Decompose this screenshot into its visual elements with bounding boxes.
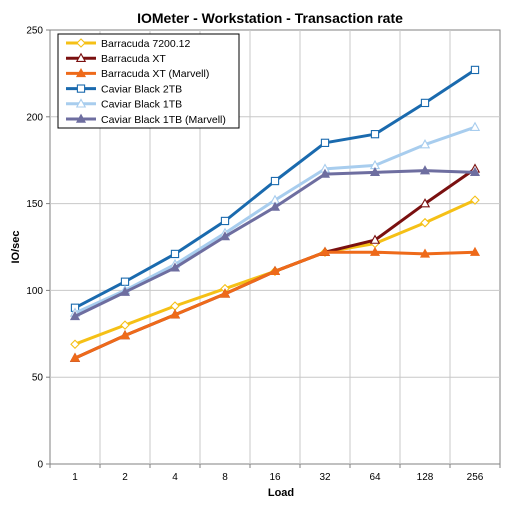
data-point — [69, 311, 81, 321]
series-6 — [69, 165, 481, 321]
legend-item: Barracuda XT (Marvell) — [66, 67, 209, 80]
legend-swatch-marker — [75, 67, 87, 78]
chart-title: IOMeter - Workstation - Transaction rate — [137, 10, 403, 26]
legend-label: Barracuda XT (Marvell) — [101, 68, 209, 80]
legend-item: Caviar Black 1TB — [66, 98, 182, 111]
data-point — [470, 195, 480, 205]
x-tick-label: 16 — [269, 472, 281, 483]
data-point — [170, 249, 180, 259]
data-point — [419, 248, 431, 258]
y-tick-label: 50 — [32, 373, 44, 384]
data-point — [319, 246, 331, 256]
legend-label: Caviar Black 2TB — [101, 83, 182, 95]
x-tick-label: 4 — [172, 472, 178, 483]
data-point — [469, 246, 481, 256]
data-point — [270, 176, 280, 186]
y-tick-label: 150 — [26, 199, 43, 210]
data-point — [369, 166, 381, 177]
data-point — [119, 286, 131, 296]
x-tick-label: 128 — [417, 472, 434, 483]
data-point — [219, 231, 231, 241]
tick-labels: 0 50 100 150 200 250 1 2 4 8 16 32 64 128 256 — [26, 26, 501, 483]
data-point — [319, 168, 331, 178]
legend-item: Caviar Black 1TB (Marvell) — [66, 113, 226, 126]
legend-label: Caviar Black 1TB (Marvell) — [101, 114, 226, 126]
legend-box — [57, 33, 240, 129]
legend: Barracuda 7200.12 Barracuda XT Barracuda X… — [57, 33, 240, 129]
data-point — [269, 201, 281, 211]
legend-item: Caviar Black 2TB — [66, 83, 182, 95]
data-point — [69, 352, 81, 362]
data-point — [70, 339, 80, 349]
legend-swatch-marker — [75, 52, 87, 62]
data-point — [469, 166, 481, 177]
data-point — [120, 277, 130, 286]
x-tick-label: 1 — [72, 472, 78, 483]
legend-swatch-marker — [76, 84, 86, 93]
legend-item: Barracuda 7200.12 — [66, 38, 190, 50]
data-point — [369, 234, 381, 244]
y-tick-label: 0 — [37, 460, 43, 471]
legend-swatch-marker — [75, 98, 87, 108]
y-tick-label: 250 — [26, 26, 43, 37]
x-tick-label: 32 — [319, 472, 331, 483]
data-point — [419, 165, 431, 175]
x-tick-label: 64 — [369, 472, 381, 483]
data-point — [420, 217, 430, 228]
data-point — [219, 288, 231, 298]
x-tick-label: 256 — [467, 472, 484, 483]
data-point — [369, 246, 381, 256]
data-point — [220, 216, 230, 226]
x-tick-label: 8 — [222, 472, 228, 483]
y-tick-label: 200 — [26, 112, 43, 123]
data-point — [420, 98, 430, 108]
y-axis-title: IO/sec — [10, 230, 22, 263]
data-point — [370, 130, 380, 139]
data-point — [120, 320, 130, 330]
legend-swatch-marker — [76, 38, 86, 48]
data-point — [169, 309, 181, 319]
data-point — [320, 138, 330, 147]
data-point — [119, 330, 131, 340]
legend-label: Caviar Black 1TB — [101, 99, 182, 111]
data-point — [169, 262, 181, 272]
y-tick-label: 100 — [26, 286, 43, 297]
legend-swatch-marker — [75, 113, 87, 123]
x-tick-label: 2 — [122, 472, 128, 483]
legend-label: Barracuda XT — [101, 53, 166, 65]
data-point — [469, 121, 481, 131]
x-axis-title: Load — [268, 487, 294, 499]
legend-item: Barracuda XT — [66, 52, 166, 65]
data-point — [419, 139, 431, 149]
series-group — [69, 65, 481, 362]
series-3 — [69, 246, 481, 362]
data-point — [269, 265, 281, 276]
data-point — [419, 198, 431, 208]
legend-label: Barracuda 7200.12 — [101, 38, 190, 50]
data-point — [470, 65, 480, 75]
